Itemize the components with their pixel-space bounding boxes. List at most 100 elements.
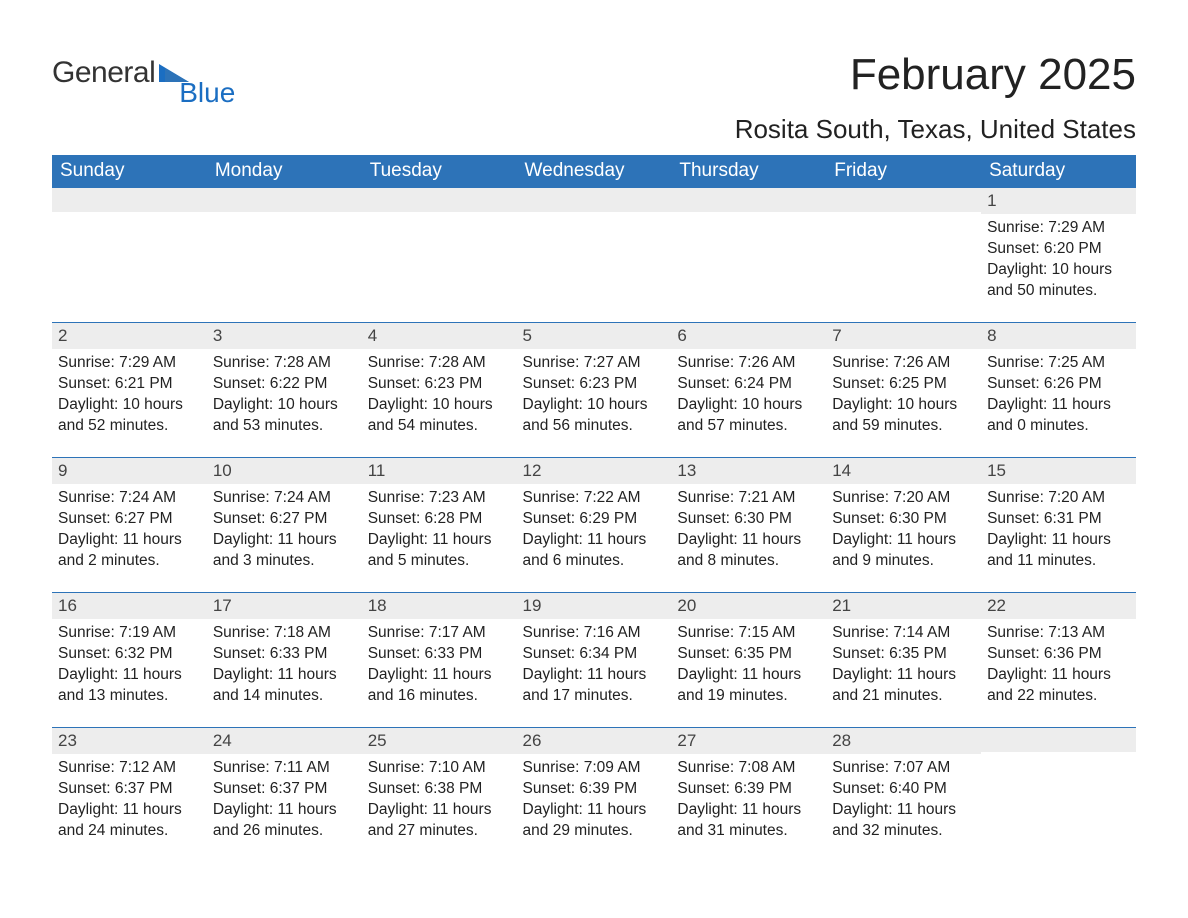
day-number: 4 <box>362 323 517 349</box>
calendar-day-cell: 7Sunrise: 7:26 AMSunset: 6:25 PMDaylight… <box>826 323 981 458</box>
sunset-text: Sunset: 6:37 PM <box>213 779 356 800</box>
daylight-text: Daylight: 11 hours and 26 minutes. <box>213 800 356 842</box>
daylight-text: Daylight: 11 hours and 5 minutes. <box>368 530 511 572</box>
sunrise-text: Sunrise: 7:28 AM <box>368 353 511 374</box>
sunset-text: Sunset: 6:29 PM <box>523 509 666 530</box>
daylight-text: Daylight: 11 hours and 11 minutes. <box>987 530 1130 572</box>
day-number: 2 <box>52 323 207 349</box>
day-number: 27 <box>671 728 826 754</box>
sunset-text: Sunset: 6:32 PM <box>58 644 201 665</box>
daylight-text: Daylight: 11 hours and 27 minutes. <box>368 800 511 842</box>
calendar-day-cell: 5Sunrise: 7:27 AMSunset: 6:23 PMDaylight… <box>517 323 672 458</box>
calendar-day-cell: 26Sunrise: 7:09 AMSunset: 6:39 PMDayligh… <box>517 728 672 863</box>
calendar-week-row: 16Sunrise: 7:19 AMSunset: 6:32 PMDayligh… <box>52 593 1136 728</box>
daylight-text: Daylight: 10 hours and 50 minutes. <box>987 260 1130 302</box>
day-details: Sunrise: 7:20 AMSunset: 6:30 PMDaylight:… <box>826 484 981 578</box>
calendar-day-cell: 15Sunrise: 7:20 AMSunset: 6:31 PMDayligh… <box>981 458 1136 593</box>
calendar-col-header: Monday <box>207 155 362 188</box>
calendar-day-cell: 1Sunrise: 7:29 AMSunset: 6:20 PMDaylight… <box>981 188 1136 323</box>
daylight-text: Daylight: 11 hours and 22 minutes. <box>987 665 1130 707</box>
day-number <box>671 188 826 212</box>
day-number: 13 <box>671 458 826 484</box>
day-number: 11 <box>362 458 517 484</box>
sunset-text: Sunset: 6:34 PM <box>523 644 666 665</box>
month-title: February 2025 <box>735 50 1136 100</box>
calendar-day-cell: 17Sunrise: 7:18 AMSunset: 6:33 PMDayligh… <box>207 593 362 728</box>
calendar-day-cell <box>52 188 207 323</box>
day-number: 8 <box>981 323 1136 349</box>
daylight-text: Daylight: 11 hours and 19 minutes. <box>677 665 820 707</box>
day-number: 14 <box>826 458 981 484</box>
day-details: Sunrise: 7:18 AMSunset: 6:33 PMDaylight:… <box>207 619 362 713</box>
daylight-text: Daylight: 11 hours and 0 minutes. <box>987 395 1130 437</box>
calendar-week-row: 9 Sunrise: 7:24 AMSunset: 6:27 PM Daylight… <box>52 458 1136 593</box>
sunset-text: Sunset: 6:37 PM <box>58 779 201 800</box>
day-number <box>52 188 207 212</box>
daylight-text: Daylight: 11 hours and 31 minutes. <box>677 800 820 842</box>
sunrise-text: Sunrise: 7:26 AM <box>832 353 975 374</box>
calendar-day-cell: 13Sunrise: 7:21 AMSunset: 6:30 PMDayligh… <box>671 458 826 593</box>
sunrise-text: Sunrise: 7:27 AM <box>523 353 666 374</box>
day-number: 25 <box>362 728 517 754</box>
daylight-text: Daylight: 11 hours and 9 minutes. <box>832 530 975 572</box>
day-number: 10 <box>207 458 362 484</box>
calendar-day-cell: 19Sunrise: 7:16 AMSunset: 6:34 PMDayligh… <box>517 593 672 728</box>
calendar-day-cell: 21Sunrise: 7:14 AMSunset: 6:35 PMDayligh… <box>826 593 981 728</box>
calendar-day-cell: 24Sunrise: 7:11 AMSunset: 6:37 PMDayligh… <box>207 728 362 863</box>
calendar-day-cell: 8Sunrise: 7:25 AMSunset: 6:26 PMDaylight… <box>981 323 1136 458</box>
sunrise-text: Sunrise: 7:26 AM <box>677 353 820 374</box>
sunset-text: Sunset: 6:33 PM <box>368 644 511 665</box>
day-details: Sunrise: 7:26 AMSunset: 6:24 PMDaylight:… <box>671 349 826 443</box>
day-details: Sunrise: 7:28 AMSunset: 6:23 PMDaylight:… <box>362 349 517 443</box>
sunset-text: Sunset: 6:25 PM <box>832 374 975 395</box>
day-details: Sunrise: 7:09 AMSunset: 6:39 PMDaylight:… <box>517 754 672 848</box>
sunset-text: Sunset: 6:27 PM <box>213 509 356 530</box>
sunrise-text: Sunrise: 7:24 AM <box>213 488 356 509</box>
sunset-text: Sunset: 6:35 PM <box>677 644 820 665</box>
daylight-text: Daylight: 11 hours and 2 minutes. <box>58 530 201 572</box>
sunrise-text: Sunrise: 7:20 AM <box>987 488 1130 509</box>
day-number: 6 <box>671 323 826 349</box>
calendar-col-header: Wednesday <box>517 155 672 188</box>
calendar-body: 1Sunrise: 7:29 AMSunset: 6:20 PMDaylight… <box>52 188 1136 863</box>
calendar-day-cell: 10Sunrise: 7:24 AMSunset: 6:27 PMDayligh… <box>207 458 362 593</box>
day-details: Sunrise: 7:07 AMSunset: 6:40 PMDaylight:… <box>826 754 981 848</box>
calendar-day-cell <box>207 188 362 323</box>
daylight-text: Daylight: 11 hours and 21 minutes. <box>832 665 975 707</box>
day-details: Sunrise: 7:23 AMSunset: 6:28 PMDaylight:… <box>362 484 517 578</box>
calendar-day-cell <box>362 188 517 323</box>
day-number <box>826 188 981 212</box>
sunset-text: Sunset: 6:24 PM <box>677 374 820 395</box>
brand-word2: Blue <box>179 77 235 109</box>
day-number: 15 <box>981 458 1136 484</box>
day-details: Sunrise: 7:25 AMSunset: 6:26 PMDaylight:… <box>981 349 1136 443</box>
sunrise-text: Sunrise: 7:20 AM <box>832 488 975 509</box>
day-number: 9 <box>52 458 207 484</box>
daylight-text: Daylight: 11 hours and 32 minutes. <box>832 800 975 842</box>
daylight-text: Daylight: 11 hours and 24 minutes. <box>58 800 201 842</box>
calendar-day-cell <box>981 728 1136 863</box>
day-details: Sunrise: 7:27 AMSunset: 6:23 PMDaylight:… <box>517 349 672 443</box>
day-number: 26 <box>517 728 672 754</box>
day-details: Sunrise: 7:28 AMSunset: 6:22 PMDaylight:… <box>207 349 362 443</box>
calendar-col-header: Sunday <box>52 155 207 188</box>
sunrise-text: Sunrise: 7:09 AM <box>523 758 666 779</box>
day-number: 19 <box>517 593 672 619</box>
daylight-text: Daylight: 11 hours and 14 minutes. <box>213 665 356 707</box>
calendar-day-cell: 11Sunrise: 7:23 AMSunset: 6:28 PMDayligh… <box>362 458 517 593</box>
daylight-text: Daylight: 11 hours and 6 minutes. <box>523 530 666 572</box>
day-number <box>207 188 362 212</box>
calendar-col-header: Saturday <box>981 155 1136 188</box>
day-details: Sunrise: 7:29 AMSunset: 6:21 PMDaylight:… <box>52 349 207 443</box>
sunset-text: Sunset: 6:23 PM <box>368 374 511 395</box>
calendar-day-cell: 16Sunrise: 7:19 AMSunset: 6:32 PMDayligh… <box>52 593 207 728</box>
calendar-day-cell: 20Sunrise: 7:15 AMSunset: 6:35 PMDayligh… <box>671 593 826 728</box>
day-details: Sunrise: 7:14 AMSunset: 6:35 PMDaylight:… <box>826 619 981 713</box>
day-details: Sunrise: 7:19 AMSunset: 6:32 PMDaylight:… <box>52 619 207 713</box>
day-details: Sunrise: 7:12 AMSunset: 6:37 PMDaylight:… <box>52 754 207 848</box>
calendar-col-header: Thursday <box>671 155 826 188</box>
sunrise-text: Sunrise: 7:19 AM <box>58 623 201 644</box>
sunset-text: Sunset: 6:39 PM <box>677 779 820 800</box>
day-number <box>981 728 1136 752</box>
daylight-text: Daylight: 11 hours and 8 minutes. <box>677 530 820 572</box>
